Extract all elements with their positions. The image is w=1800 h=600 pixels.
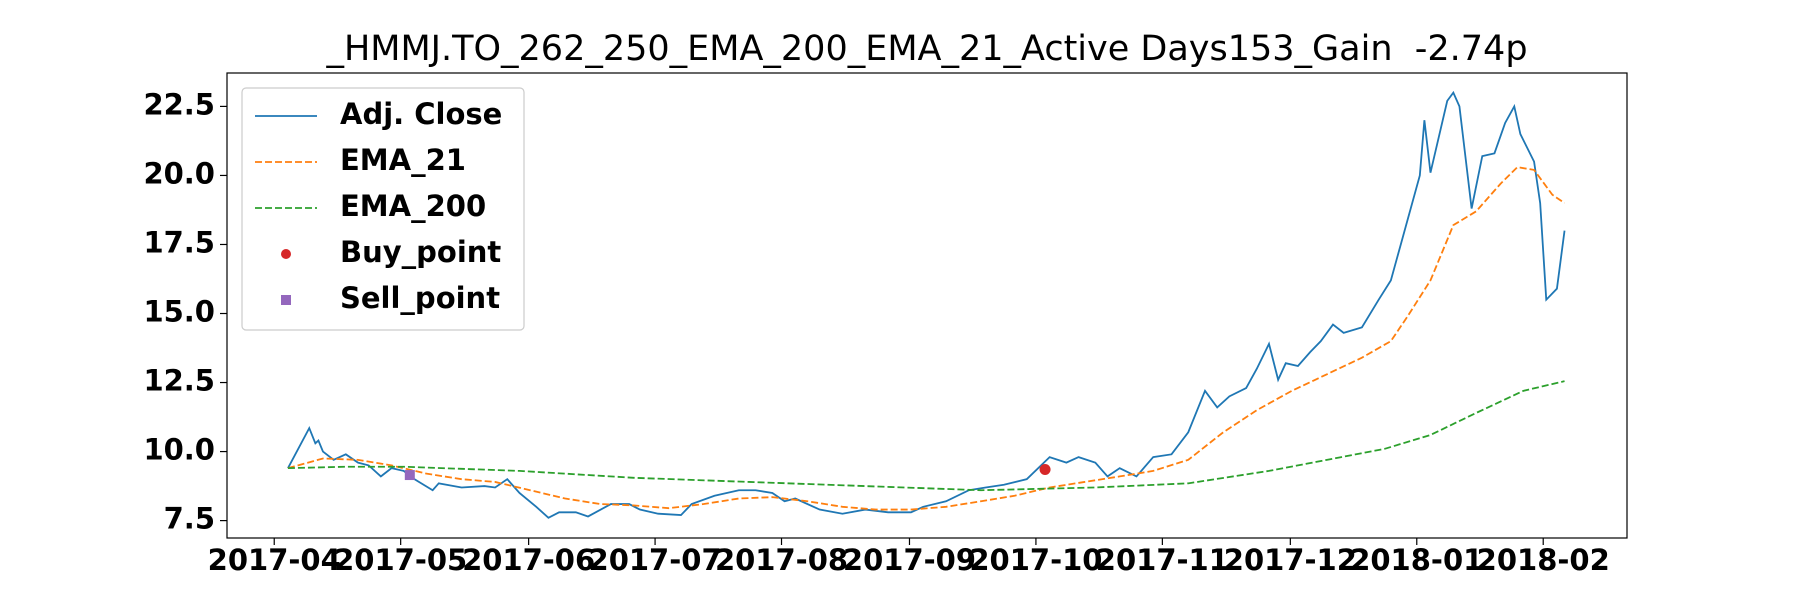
series-line: [287, 90, 1566, 519]
y-tick-label: 10.0: [143, 433, 215, 467]
x-tick-label: 2017-12: [1224, 543, 1357, 577]
plot-frame: [226, 72, 1628, 539]
y-tick-label: 12.5: [143, 364, 215, 398]
chart-title: _HMMJ.TO_262_250_EMA_200_EMA_21_Active D…: [325, 29, 1527, 69]
y-tick-label: 7.5: [164, 502, 215, 536]
buy-point: [1039, 464, 1051, 476]
x-tick-label: 2017-05: [334, 543, 467, 577]
series-line: [287, 166, 1566, 511]
x-tick-label: 2017-07: [589, 543, 722, 577]
legend-marker: [281, 249, 291, 259]
y-tick-label: 20.0: [143, 156, 215, 190]
x-tick-label: 2018-02: [1477, 543, 1610, 577]
x-tick-label: 2017-09: [843, 543, 976, 577]
x-tick-label: 2017-10: [969, 543, 1102, 577]
legend-label: EMA_200: [340, 189, 486, 223]
x-tick-label: 2017-08: [715, 543, 848, 577]
legend-label: Buy_point: [340, 235, 501, 269]
x-tick-label: 2018-01: [1350, 543, 1483, 577]
y-tick-label: 22.5: [143, 87, 215, 121]
x-tick-label: 2017-04: [208, 543, 341, 577]
sell-point: [404, 470, 415, 481]
series-line: [287, 380, 1565, 492]
legend-label: Adj. Close: [340, 97, 502, 131]
x-tick-label: 2017-06: [462, 543, 595, 577]
y-tick-label: 15.0: [143, 295, 215, 329]
legend-box: [241, 87, 525, 331]
legend-label: EMA_21: [340, 143, 466, 177]
legend-marker: [281, 295, 291, 305]
legend-label: Sell_point: [340, 281, 500, 315]
y-tick-label: 17.5: [143, 225, 215, 259]
x-tick-label: 2017-11: [1096, 543, 1229, 577]
